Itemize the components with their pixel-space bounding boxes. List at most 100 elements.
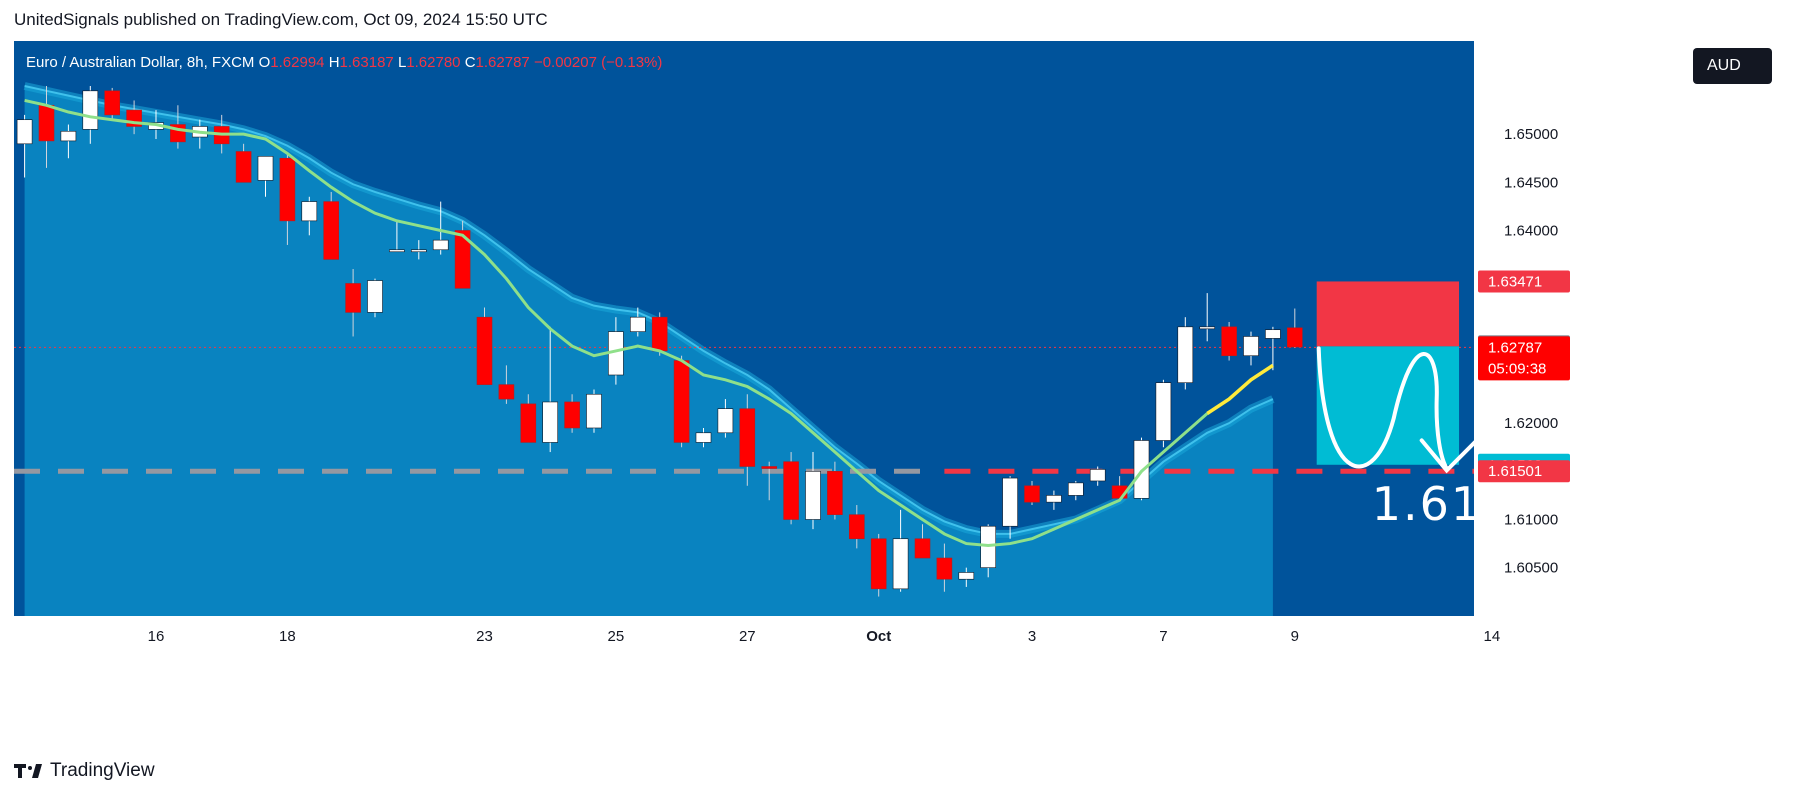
price-label-bg: [1478, 460, 1570, 483]
open-value: 1.62994: [270, 54, 325, 71]
candle-body: [717, 408, 734, 434]
candle-body: [235, 151, 252, 183]
candle-body: [476, 316, 493, 385]
candle-body: [892, 538, 909, 590]
stop-loss-box: [1316, 281, 1460, 347]
x-tick-label: 9: [1291, 628, 1299, 645]
chart-area[interactable]: 1.6150 1.65000 1.64500 1.64000 1.62000 1.6100…: [14, 41, 1778, 744]
candle-body: [827, 471, 843, 515]
price-label-text: 1.62787: [1488, 339, 1542, 356]
price-scale-background: [1474, 41, 1778, 616]
candle-body: [870, 538, 887, 590]
candle-body: [454, 230, 471, 289]
ema-slow-line: [24, 85, 1274, 535]
price-label-bg: [1478, 336, 1570, 381]
candle-body: [257, 156, 274, 181]
candle-body: [586, 393, 602, 429]
symbol-title: Euro / Australian Dollar, 8h, FXCM: [26, 54, 255, 71]
x-tick-label: Oct: [866, 628, 891, 645]
tradingview-logo-icon: [14, 762, 44, 780]
high-label: H: [328, 54, 340, 71]
x-tick-label: 14: [1484, 628, 1501, 645]
candle-body: [345, 283, 361, 313]
candle-body: [279, 157, 296, 222]
time-scale-background: [14, 616, 1778, 744]
candle-body: [301, 201, 318, 222]
price-label-text: 1.61501: [1488, 463, 1542, 480]
candle-body: [914, 538, 931, 559]
ema-fast-recent-line: [1206, 363, 1274, 415]
candle-body: [432, 239, 449, 251]
x-tick-label: 25: [608, 628, 625, 645]
candle-body: [1243, 336, 1259, 357]
candle-body: [958, 572, 975, 580]
candle-body: [848, 514, 865, 540]
close-value: 1.62787: [475, 54, 530, 71]
candle-body: [520, 403, 537, 443]
x-tick-label: 23: [476, 628, 493, 645]
y-tick-label: 1.60500: [1504, 560, 1558, 577]
candle-body: [629, 316, 646, 332]
candle-body: [1265, 329, 1281, 339]
price-label-bg: [1478, 270, 1570, 293]
y-tick-label: 1.64000: [1504, 222, 1558, 239]
candle-body: [389, 249, 405, 253]
candle-body: [761, 466, 778, 469]
y-tick-label: 1.64500: [1504, 174, 1558, 191]
candle-body: [1155, 382, 1172, 441]
candle-body: [16, 119, 33, 145]
hand-drawn-wave: [1316, 346, 1449, 471]
ema-fast-line: [24, 98, 1209, 548]
candle-body: [695, 432, 712, 443]
candle-body: [82, 90, 99, 130]
price-chart[interactable]: 1.6150 1.65000 1.64500 1.64000 1.62000 1.6100…: [14, 41, 1778, 744]
candle-body: [1002, 477, 1018, 527]
y-tick-label: 1.61000: [1504, 511, 1558, 528]
x-tick-label: 3: [1028, 628, 1036, 645]
candle-body: [498, 384, 515, 400]
candle-body: [936, 557, 953, 580]
ohlc-legend: Euro / Australian Dollar, 8h, FXCM O1.62…: [26, 54, 662, 71]
candle-body: [542, 401, 559, 443]
candle-body: [323, 201, 340, 260]
publisher-line: UnitedSignals published on TradingView.c…: [14, 10, 548, 29]
candle-body: [783, 461, 799, 520]
candle-body: [1177, 326, 1194, 383]
candle-body: [651, 316, 668, 352]
down-arrow-icon: [1419, 438, 1479, 474]
x-tick-label: 7: [1159, 628, 1167, 645]
target-annotation: 1.6150: [1372, 477, 1545, 531]
candle-body: [1046, 495, 1062, 503]
candle-body: [410, 249, 427, 253]
candle-body: [104, 90, 120, 116]
candle-body: [739, 408, 756, 467]
x-tick-label: 18: [279, 628, 296, 645]
candle-body: [1287, 327, 1303, 348]
x-tick-label: 27: [739, 628, 756, 645]
countdown-label: 05:09:38: [1488, 360, 1546, 377]
open-label: O: [258, 54, 271, 71]
candle-body: [1199, 326, 1215, 330]
candle-body: [673, 360, 690, 443]
y-tick-label: 1.62000: [1504, 415, 1558, 432]
candle-body: [1089, 469, 1106, 482]
x-tick-label: 16: [148, 628, 165, 645]
candle-body: [1024, 485, 1040, 503]
candle-body: [367, 280, 383, 313]
low-value: 1.62780: [406, 54, 461, 71]
candle-body: [564, 401, 580, 429]
low-label: L: [397, 54, 407, 71]
footer-brand[interactable]: TradingView: [14, 760, 155, 782]
candle-body: [1221, 326, 1237, 357]
change-value: −0.00207 (−0.13%): [533, 54, 663, 71]
y-tick-label: 1.65000: [1504, 126, 1558, 143]
currency-button[interactable]: AUD: [1693, 48, 1772, 84]
close-label: C: [464, 54, 476, 71]
high-value: 1.63187: [339, 54, 394, 71]
candle-body: [38, 104, 55, 142]
candle-body: [1068, 482, 1084, 496]
candle-body: [805, 471, 821, 520]
candle-body: [60, 130, 77, 142]
price-label-text: 1.63471: [1488, 273, 1542, 290]
brand-name: TradingView: [50, 760, 155, 781]
